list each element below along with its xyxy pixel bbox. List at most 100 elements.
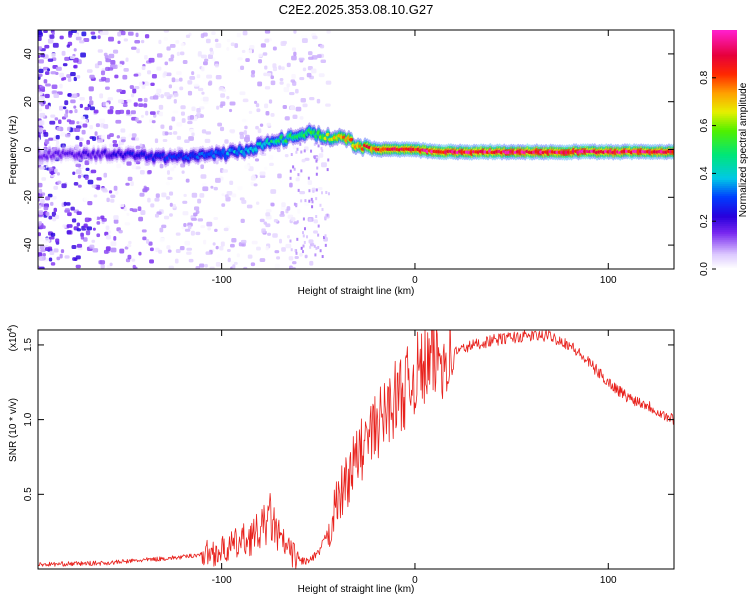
spectrogram-noise-cell xyxy=(168,131,173,136)
spectrogram-noise-cell xyxy=(279,78,284,82)
spectrogram-noise-cell xyxy=(148,57,155,63)
spectrogram-noise-cell xyxy=(176,135,182,140)
spectrogram-noise-cell xyxy=(154,138,159,144)
spectrogram-noise-cell xyxy=(139,170,145,175)
spectrogram-noise-cell xyxy=(243,130,247,135)
spectrogram-noise-cell xyxy=(213,217,219,221)
spectrogram-noise-cell xyxy=(295,106,302,112)
spectrogram-noise-cell xyxy=(231,238,237,243)
spectrogram-noise-cell xyxy=(137,97,143,102)
spectrogram-noise-cell xyxy=(264,65,268,70)
colorbar-cell xyxy=(712,89,737,93)
spectrogram-noise-cell xyxy=(215,43,222,49)
spectrogram-noise-cell xyxy=(38,188,43,194)
spectrogram-noise-cell xyxy=(92,136,97,141)
spectrogram-noise-cell xyxy=(221,203,226,207)
y-tick-label: -20 xyxy=(23,190,34,205)
colorbar-cell xyxy=(712,243,737,246)
spectrogram-noise-cell xyxy=(166,46,171,51)
spectrogram-noise-cell xyxy=(302,67,307,72)
colorbar-cell xyxy=(712,259,737,262)
spectrogram-noise-cell xyxy=(280,206,286,211)
spectrogram-noise-cell xyxy=(265,110,270,116)
colorbar-cell xyxy=(712,215,737,218)
colorbar-cell xyxy=(712,57,737,61)
spectrogram-noise-cell xyxy=(240,239,247,244)
spectrogram-noise-cell xyxy=(202,186,209,192)
spectrogram-noise-cell xyxy=(180,105,186,110)
colorbar-cell xyxy=(712,221,737,224)
spectrogram-noise-cell xyxy=(39,166,46,170)
spectrogram-noise-cell xyxy=(73,105,77,109)
spectrogram-noise-cell xyxy=(295,88,299,94)
y-tick-label: 1.5 xyxy=(23,338,34,352)
spectrogram-noise-cell xyxy=(71,30,77,34)
spectrogram-noise-cell xyxy=(224,139,229,144)
colorbar-cell xyxy=(712,175,737,178)
spectrogram-noise-cell xyxy=(130,181,134,187)
spectrogram-noise-cell xyxy=(229,243,235,248)
spectrogram-noise-cell xyxy=(66,49,71,53)
colorbar-cell xyxy=(712,237,737,240)
colorbar-cell xyxy=(712,241,737,244)
spectrogram-noise-cell xyxy=(200,54,207,59)
spectrogram-noise-cell xyxy=(173,92,179,97)
spectrogram-noise-cell xyxy=(48,236,55,240)
spectrogram-noise-cell xyxy=(302,244,305,248)
spectrogram-noise-cell xyxy=(130,93,135,98)
spectrogram-noise-cell xyxy=(278,238,283,244)
spectrogram-noise-cell xyxy=(315,188,318,192)
spectrogram-noise-cell xyxy=(39,225,46,229)
spectrogram-noise-cell xyxy=(156,66,162,71)
spectrogram-noise-cell xyxy=(222,169,228,173)
spectrogram-noise-cell xyxy=(321,149,324,153)
spectrogram-noise-cell xyxy=(295,177,300,182)
spectrogram-noise-cell xyxy=(274,250,280,254)
spectrogram-noise-cell xyxy=(70,99,76,104)
spectrogram-noise-cell xyxy=(300,150,303,154)
spectrogram-noise-cell xyxy=(162,139,168,143)
spectrogram-noise-cell xyxy=(297,188,300,192)
spectrogram-noise-cell xyxy=(94,131,98,136)
spectrogram-noise-cell xyxy=(60,249,65,254)
spectrogram-noise-cell xyxy=(291,47,297,52)
spectrogram-noise-cell xyxy=(219,245,224,251)
colorbar-cell xyxy=(712,77,737,81)
colorbar-cell xyxy=(712,101,737,105)
spectrogram-noise-cell xyxy=(251,240,258,245)
spectrogram-noise-cell xyxy=(112,64,118,70)
spectrogram-noise-cell xyxy=(74,257,78,261)
spectrogram-noise-cell xyxy=(135,117,139,123)
spectrogram-noise-cell xyxy=(286,83,290,88)
spectrogram-noise-cell xyxy=(239,131,244,136)
spectrogram-noise-cell xyxy=(116,163,122,169)
spectrogram-noise-cell xyxy=(211,31,216,36)
spectrogram-noise-cell xyxy=(144,161,150,166)
spectrogram-noise-cell xyxy=(38,68,44,74)
spectrogram-noise-cell xyxy=(169,213,173,217)
spectrogram-noise-cell xyxy=(239,197,245,201)
spectrogram-noise-cell xyxy=(160,94,164,99)
spectrogram-noise-cell xyxy=(138,251,142,256)
spectrogram-noise-cell xyxy=(145,82,150,86)
spectrogram-noise-cell xyxy=(61,50,66,56)
colorbar-cell xyxy=(712,73,737,77)
spectrogram-noise-cell xyxy=(38,137,41,143)
spectrogram-noise-cell xyxy=(243,266,248,269)
spectrogram-noise-cell xyxy=(103,123,109,129)
colorbar-cell xyxy=(712,209,737,212)
spectrogram-noise-cell xyxy=(152,95,159,100)
spectrogram-noise-cell xyxy=(171,116,176,122)
spectrogram-noise-cell xyxy=(302,250,305,254)
spectrogram-noise-cell xyxy=(308,56,314,60)
spectrogram-noise-cell xyxy=(193,146,200,152)
spectrogram-noise-cell xyxy=(196,74,201,79)
spectrogram-noise-cell xyxy=(171,77,176,83)
spectrogram-noise-cell xyxy=(38,73,43,77)
spectrogram-noise-cell xyxy=(244,164,250,170)
spectrogram-noise-cell xyxy=(89,244,95,249)
spectrogram-noise-cell xyxy=(129,208,134,212)
spectrogram-noise-cell xyxy=(241,118,247,122)
spectrogram-noise-cell xyxy=(138,103,144,107)
spectrogram-noise-cell xyxy=(308,239,314,244)
